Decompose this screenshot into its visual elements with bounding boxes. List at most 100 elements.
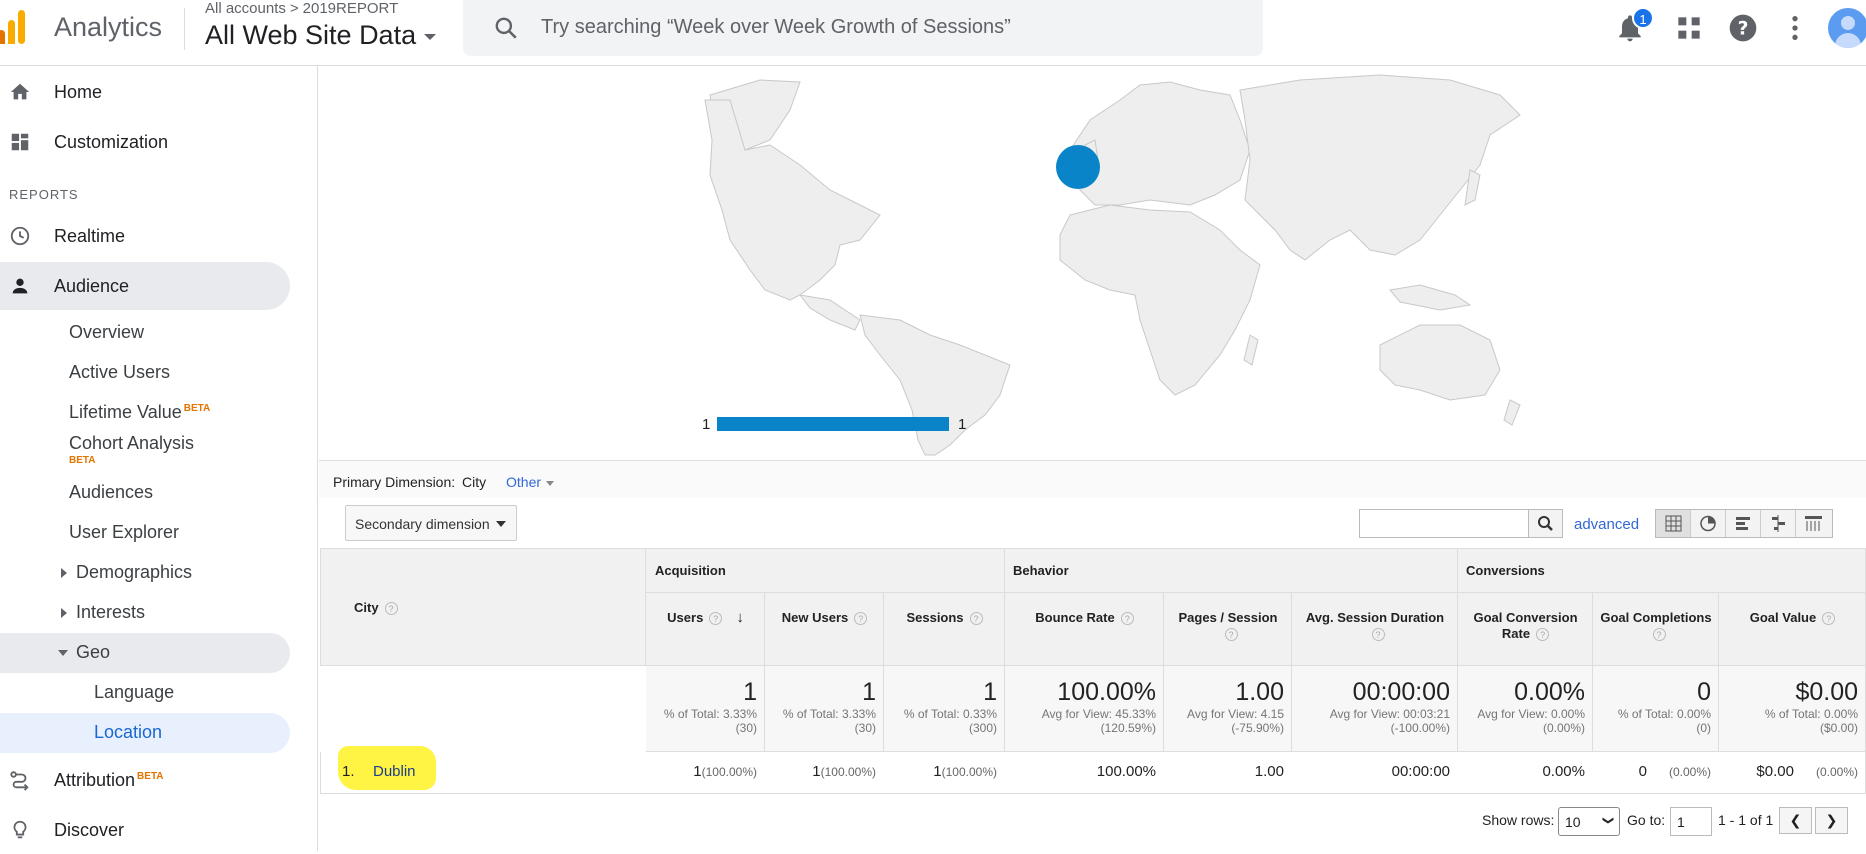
conversions-group-cell [1458,548,1866,593]
primary-dimension-other[interactable]: Other [506,474,554,490]
table-view-button[interactable] [1656,510,1691,537]
column-header-cell[interactable] [765,593,884,666]
help-icon[interactable]: ? [1224,628,1238,642]
table-search-input[interactable] [1359,509,1529,538]
sidebar-item-language[interactable]: Language [0,673,290,713]
search-bar[interactable] [463,0,1263,56]
analytics-logo[interactable] [0,10,30,44]
column-header-label: Goal Conversion Rate [1473,610,1578,641]
table-view-toggle [1655,509,1833,538]
person-icon [12,278,28,294]
sidebar-item-active-users[interactable]: Active Users [0,353,290,393]
geo-map[interactable] [319,66,1866,460]
help-icon[interactable]: ? [1371,628,1385,642]
sidebar-item-demographics[interactable]: Demographics [0,553,290,593]
sort-arrow-icon[interactable]: ↓ [736,609,744,626]
view-selector[interactable]: All Web Site Data [205,20,437,51]
help-icon[interactable]: ? [1727,12,1759,44]
goto-input[interactable]: 1 [1670,807,1712,836]
sidebar-item-label: Audience [54,276,130,296]
total-value: 00:00:00 [1352,678,1450,706]
next-page-button[interactable]: ❯ [1815,807,1848,834]
primary-dimension-city[interactable]: City [462,474,487,490]
apps-icon[interactable] [1673,12,1705,44]
breadcrumb[interactable]: All accounts >2019REPORT [205,0,398,17]
sidebar-item-overview[interactable]: Overview [0,313,290,353]
column-header-label: Goal Completions [1600,610,1712,625]
clock-icon [10,226,30,246]
sidebar-item-realtime[interactable]: Realtime [0,212,290,260]
help-icon[interactable]: ? [1536,628,1550,642]
behavior-group-cell [1005,548,1458,593]
column-header-cell[interactable] [646,593,765,666]
svg-text:?: ? [1738,19,1749,40]
cell-value: 1 [812,763,821,780]
total-subtext: Avg for View: 0.00% (0.00%) [1477,707,1585,735]
sidebar-item-geo[interactable]: Geo [0,633,290,673]
sidebar-item-lifetime-value[interactable]: Lifetime Value BETA [0,393,290,433]
help-icon[interactable]: ? [1652,628,1666,642]
pie-view-button[interactable] [1691,510,1726,537]
cell-percent: (100.00%) [701,765,757,779]
secondary-dimension-dropdown[interactable]: Secondary dimension [345,505,517,541]
row-cell: 100.00% [1011,763,1156,780]
sidebar-item-label: Audiences [69,482,154,502]
sidebar-item-location[interactable]: Location [0,713,290,753]
comparison-view-button[interactable] [1761,510,1796,537]
table-search-button[interactable] [1528,509,1563,538]
column-header-cell[interactable] [1458,593,1593,666]
totals-cell [646,666,765,752]
column-header-cell[interactable] [884,593,1005,666]
show-rows-select[interactable]: 10 [1558,807,1620,836]
prev-page-button[interactable]: ❮ [1779,807,1812,834]
column-header-label: Pages / Session [1178,610,1278,625]
help-icon[interactable]: ? [709,612,723,626]
sidebar-item-cohort-analysis[interactable]: Cohort Analysis BETA [0,426,290,470]
sidebar-item-user-explorer[interactable]: User Explorer [0,513,290,553]
column-header-label: Sessions [906,610,964,625]
chevron-right-icon: ❯ [1825,812,1838,828]
total-subtext: % of Total: 3.33% (30) [663,707,757,735]
total-value: $0.00 [1795,678,1858,706]
total-subtext: % of Total: 0.00% ($0.00) [1764,707,1858,735]
sidebar-item-audience[interactable]: Audience [0,262,290,310]
breadcrumb-property[interactable]: 2019REPORT [302,0,399,17]
column-header-cell[interactable] [1005,593,1164,666]
sidebar-item-interests[interactable]: Interests [0,593,290,633]
total-subtext: Avg for View: 4.15 (-75.90%) [1187,707,1284,735]
pivot-view-button[interactable] [1796,510,1831,537]
advanced-filter-link[interactable]: advanced [1574,516,1640,533]
help-icon[interactable]: ? [1822,612,1836,626]
search-input[interactable] [541,8,1231,46]
totals-cell [1005,666,1164,752]
column-header-cell[interactable] [1719,593,1866,666]
help-icon[interactable]: ? [854,612,868,626]
sidebar-item-label: Geo [76,642,111,662]
help-icon[interactable]: ? [1120,612,1134,626]
sidebar-item-label: Home [54,82,103,102]
sidebar-item-attribution[interactable]: Attribution BETA [0,756,290,804]
city-header[interactable]: City [354,600,379,615]
cell-value: 1.00 [1254,763,1284,780]
bar-chart-icon [1736,517,1750,530]
sidebar-item-audiences[interactable]: Audiences [0,473,290,513]
sidebar-item-label: Interests [76,602,146,622]
caret-down-icon [58,650,68,656]
avatar[interactable] [1828,8,1866,48]
performance-view-button[interactable] [1726,510,1761,537]
help-icon[interactable]: ? [384,602,398,616]
sidebar-item-home[interactable]: Home [0,68,290,116]
sidebar-item-label: Demographics [76,562,193,582]
goto-label: Go to: [1627,812,1666,828]
sidebar-item-discover[interactable]: Discover [0,806,290,854]
more-icon[interactable] [1779,12,1811,44]
sidebar-item-customization[interactable]: Customization [0,118,290,166]
help-icon[interactable]: ? [969,612,983,626]
row-city-link[interactable]: Dublin [373,763,416,780]
map-marker-dublin[interactable] [1056,145,1100,189]
pie-chart-icon [1700,515,1716,532]
breadcrumb-account[interactable]: All accounts [205,0,286,17]
total-value: 0.00% [1514,678,1585,706]
dashboard-icon [11,133,29,151]
row-cell: 0.00% [1464,763,1585,780]
